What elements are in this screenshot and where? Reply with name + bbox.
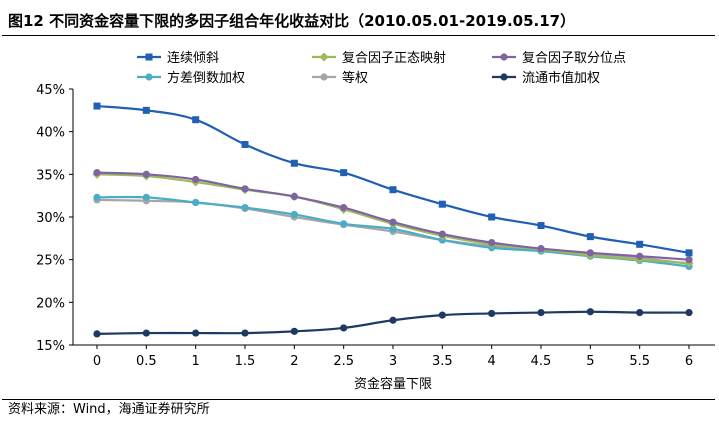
chart-plot-area xyxy=(92,102,694,338)
y-tick-label: 25% xyxy=(36,254,65,269)
data-point xyxy=(685,256,693,264)
data-point xyxy=(340,324,348,332)
chart-axes: 15% 20% 25% 30% 35% 40% 45% 0 0.5 1 1.5 2 2.5 3 3.5 4 4.… xyxy=(36,83,715,392)
y-tick-label: 20% xyxy=(36,296,65,311)
legend-swatch-marker xyxy=(145,73,153,81)
legend-label: 流通市值加权 xyxy=(522,70,600,86)
series-3 xyxy=(93,169,693,264)
x-tick-label: 4.5 xyxy=(531,354,552,369)
data-point xyxy=(438,200,446,208)
data-point xyxy=(192,329,200,337)
data-point xyxy=(586,249,594,257)
data-point xyxy=(340,169,348,177)
x-axis-label: 资金容量下限 xyxy=(354,376,432,392)
data-point xyxy=(438,230,446,238)
data-point xyxy=(636,308,644,317)
legend-item: 方差倒数加权 xyxy=(137,70,245,86)
x-tick-label: 2.5 xyxy=(333,354,354,369)
chart-title: 图12 不同资金容量下限的多因子组合年化收益对比（2010.05.01-2019… xyxy=(8,12,576,30)
legend-swatch-marker xyxy=(500,73,508,81)
legend-item: 流通市值加权 xyxy=(492,70,600,86)
y-tick-label: 45% xyxy=(36,83,65,98)
data-point xyxy=(488,213,496,221)
data-point xyxy=(290,210,298,219)
legend-label: 等权 xyxy=(342,70,368,86)
title-divider xyxy=(2,35,715,36)
x-tick-label: 6 xyxy=(685,354,693,369)
data-point xyxy=(586,308,594,316)
data-point xyxy=(389,218,397,226)
source-note: 资料来源：Wind，海通证券研究所 xyxy=(8,402,210,417)
data-point xyxy=(488,309,496,318)
data-point xyxy=(93,193,101,201)
data-point xyxy=(241,185,249,193)
y-tick-label: 35% xyxy=(36,168,65,183)
data-point xyxy=(241,204,249,212)
legend-item: 复合因子取分位点 xyxy=(492,51,626,66)
series-1 xyxy=(93,102,693,257)
data-point xyxy=(537,308,545,317)
x-tick-label: 0.5 xyxy=(136,354,157,369)
legend-item: 连续倾斜 xyxy=(137,50,219,66)
data-point xyxy=(192,116,200,124)
legend-swatch-marker xyxy=(320,73,328,81)
legend-item: 等权 xyxy=(312,70,368,86)
data-point xyxy=(142,170,150,178)
line-chart: 15% 20% 25% 30% 35% 40% 45% 0 0.5 1 1.5 2 2.5 3 3.5 4 4.… xyxy=(36,50,715,392)
data-point xyxy=(488,239,496,247)
x-tick-label: 3 xyxy=(389,354,397,369)
data-point xyxy=(142,193,150,201)
y-tick-label: 15% xyxy=(36,339,65,354)
data-point xyxy=(241,329,249,337)
data-point xyxy=(340,220,348,228)
footer-divider xyxy=(2,399,715,400)
data-point xyxy=(586,233,594,241)
data-point xyxy=(142,329,150,337)
legend-item: 复合因子正态映射 xyxy=(312,50,446,66)
x-tick-label: 3.5 xyxy=(432,354,453,369)
data-point xyxy=(389,186,397,194)
data-point xyxy=(192,175,200,184)
data-point xyxy=(685,249,693,257)
data-point xyxy=(685,308,693,317)
legend-swatch-marker xyxy=(145,53,153,61)
data-point xyxy=(537,222,545,230)
data-point xyxy=(636,240,644,248)
data-point xyxy=(389,225,397,233)
y-tick-label: 30% xyxy=(36,211,65,226)
series-6 xyxy=(93,308,693,338)
data-point xyxy=(93,169,101,177)
legend-label: 复合因子正态映射 xyxy=(342,50,446,66)
x-tick-label: 0 xyxy=(93,354,101,369)
data-point xyxy=(389,316,397,324)
data-point xyxy=(290,159,298,167)
legend-label: 方差倒数加权 xyxy=(167,70,245,86)
legend-swatch-marker xyxy=(319,52,329,62)
data-point xyxy=(438,311,446,319)
data-point xyxy=(636,252,644,260)
data-point xyxy=(142,106,150,114)
data-point xyxy=(290,327,298,335)
x-tick-label: 5.5 xyxy=(629,354,650,369)
legend-swatch-marker xyxy=(500,53,508,61)
x-tick-label: 4 xyxy=(488,354,496,369)
legend-label: 复合因子取分位点 xyxy=(522,51,626,66)
data-point xyxy=(93,330,101,338)
x-tick-label: 1 xyxy=(192,354,200,369)
series-4 xyxy=(93,193,693,271)
data-point xyxy=(93,102,101,110)
data-point xyxy=(290,192,298,201)
data-point xyxy=(192,198,200,207)
data-point xyxy=(340,204,348,212)
x-tick-label: 5 xyxy=(586,354,594,369)
data-point xyxy=(241,140,249,148)
legend-label: 连续倾斜 xyxy=(167,50,219,66)
series-line xyxy=(96,171,690,261)
x-tick-label: 2 xyxy=(290,354,298,369)
y-tick-label: 40% xyxy=(36,126,65,141)
x-tick-label: 1.5 xyxy=(235,354,256,369)
data-point xyxy=(537,244,545,253)
